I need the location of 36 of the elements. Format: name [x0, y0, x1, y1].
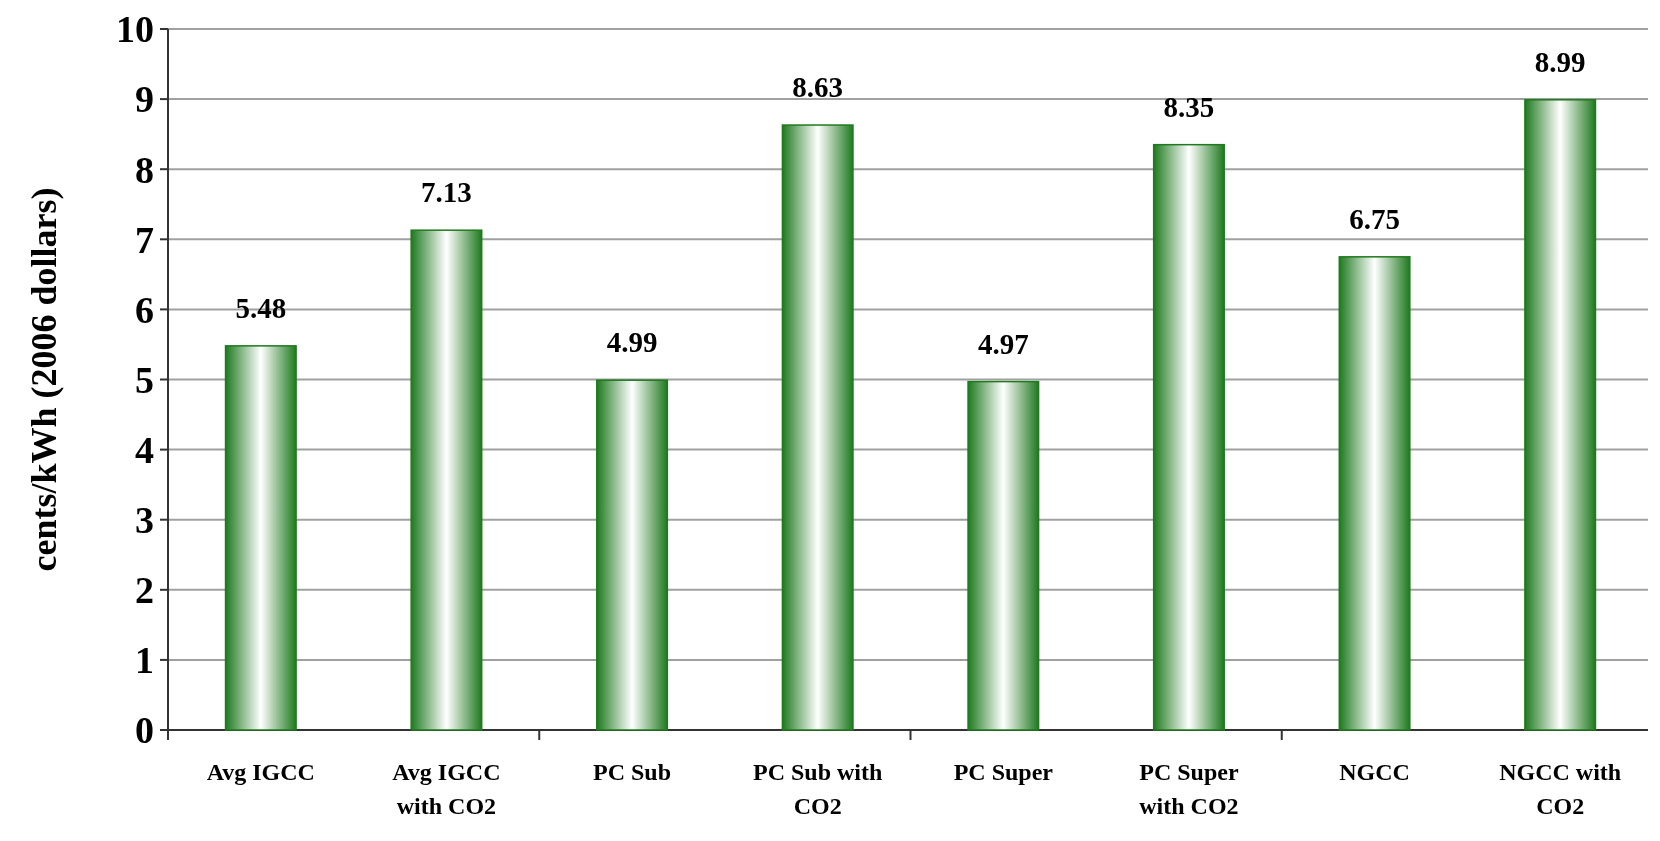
bar	[410, 229, 483, 731]
data-label: 5.48	[235, 291, 287, 324]
data-label: 4.97	[977, 327, 1029, 360]
x-tick-label: PC Sub with CO2	[753, 759, 883, 819]
x-tick-label: PC Super with CO2	[1139, 759, 1239, 819]
y-tick-label: 0	[135, 709, 154, 752]
y-tick-label: 5	[135, 358, 154, 401]
data-label: 6.75	[1349, 202, 1400, 235]
bar	[781, 124, 854, 731]
bar	[596, 379, 669, 731]
x-tick-label: PC Super	[953, 759, 1054, 785]
bar	[967, 380, 1040, 731]
data-label: 8.63	[792, 71, 844, 104]
x-tick-label: NGCC with CO2	[1499, 759, 1622, 819]
x-tick-label: Avg IGCC with CO2	[392, 759, 501, 819]
y-tick-label: 2	[135, 569, 154, 612]
bar	[1152, 143, 1225, 731]
y-axis-title: cents/kWh (2006 dollars)	[24, 187, 64, 572]
data-label: 8.35	[1163, 90, 1215, 123]
x-tick-label: Avg IGCC	[206, 759, 315, 785]
bar	[1524, 99, 1597, 731]
y-tick-label: 9	[135, 78, 154, 121]
y-tick-label: 3	[135, 499, 154, 541]
bar	[224, 345, 297, 731]
data-label: 7.13	[421, 176, 472, 209]
y-tick-label: 6	[135, 288, 154, 331]
y-tick-label: 4	[135, 428, 154, 471]
y-tick-label: 10	[116, 8, 154, 51]
x-tick-label: NGCC	[1339, 759, 1410, 785]
y-tick-label: 7	[135, 218, 154, 261]
bar	[1338, 256, 1411, 731]
y-tick-label: 8	[135, 148, 154, 191]
x-tick-label: PC Sub	[593, 759, 672, 785]
data-label: 4.99	[606, 326, 658, 359]
y-tick-label: 1	[135, 639, 154, 682]
data-label: 8.99	[1534, 45, 1586, 78]
